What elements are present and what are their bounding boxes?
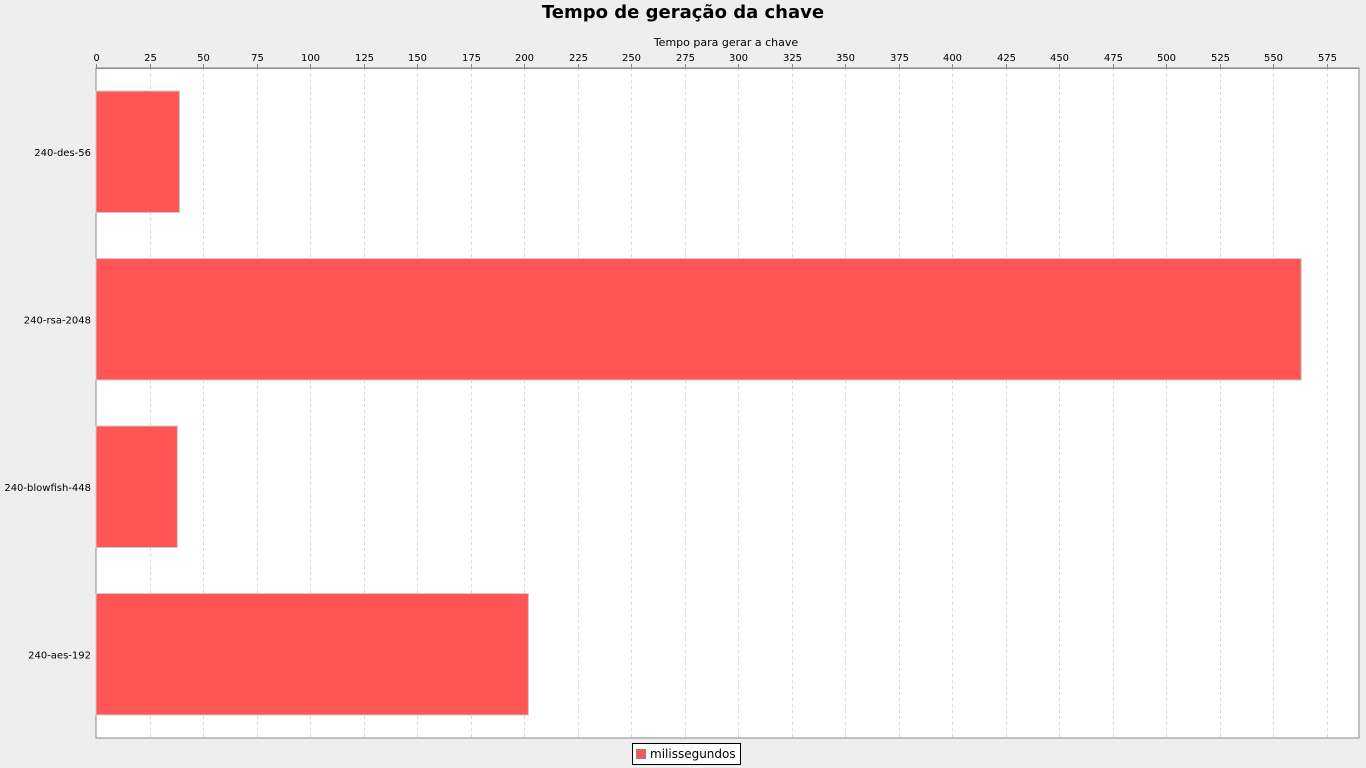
y-tick-label: 240-rsa-2048 xyxy=(24,315,91,326)
x-axis-label: Tempo para gerar a chave xyxy=(653,36,799,49)
x-tick-label: 300 xyxy=(729,53,748,64)
x-tick-label: 0 xyxy=(93,53,99,64)
x-tick-label: 450 xyxy=(1050,53,1069,64)
bar xyxy=(95,258,1302,381)
bar xyxy=(95,593,529,716)
bar xyxy=(95,425,178,548)
bar xyxy=(95,90,180,213)
x-tick-label: 150 xyxy=(408,53,427,64)
y-tick-label: 240-des-56 xyxy=(34,148,91,159)
x-tick-label: 550 xyxy=(1264,53,1283,64)
legend-label: milissegundos xyxy=(650,747,736,761)
x-tick-label: 125 xyxy=(355,53,374,64)
x-tick-label: 350 xyxy=(836,53,855,64)
x-tick-label: 475 xyxy=(1104,53,1123,64)
x-tick-label: 275 xyxy=(676,53,695,64)
legend: milissegundos xyxy=(632,743,741,765)
x-tick-label: 50 xyxy=(197,53,210,64)
x-tick-label: 575 xyxy=(1318,53,1337,64)
y-tick-label: 240-aes-192 xyxy=(28,650,91,661)
x-tick-label: 400 xyxy=(943,53,962,64)
x-tick-label: 250 xyxy=(622,53,641,64)
x-tick-label: 325 xyxy=(783,53,802,64)
x-tick-label: 100 xyxy=(301,53,320,64)
y-tick-label: 240-blowfish-448 xyxy=(4,483,91,494)
x-tick-label: 375 xyxy=(890,53,909,64)
x-tick-label: 25 xyxy=(144,53,157,64)
chart-title: Tempo de geração da chave xyxy=(541,2,825,23)
x-tick-label: 200 xyxy=(515,53,534,64)
x-tick-label: 425 xyxy=(997,53,1016,64)
x-tick-label: 75 xyxy=(251,53,264,64)
x-tick-label: 175 xyxy=(462,53,481,64)
legend-swatch xyxy=(636,749,646,759)
x-tick-label: 525 xyxy=(1211,53,1230,64)
x-tick-label: 225 xyxy=(569,53,588,64)
x-tick-label: 500 xyxy=(1157,53,1176,64)
